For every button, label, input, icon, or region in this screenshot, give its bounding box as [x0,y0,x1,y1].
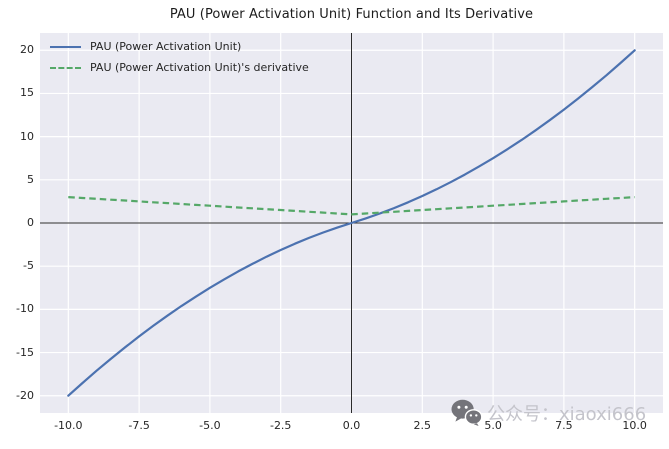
y-tick-label: -5 [23,259,34,273]
legend: PAU (Power Activation Unit) PAU (Power A… [50,39,309,75]
x-tick-label: -10.0 [54,419,83,432]
chart-title: PAU (Power Activation Unit) Function and… [169,7,534,22]
y-tick-label: 5 [27,172,34,186]
derivative-line-sample-icon [50,66,81,69]
x-tick-label: 5.0 [484,419,502,432]
y-tick-label: -20 [16,388,34,402]
legend-item-pau: PAU (Power Activation Unit) [50,39,309,54]
x-tick-label: 7.5 [555,419,573,432]
legend-label-pau: PAU (Power Activation Unit) [90,40,242,53]
pau-curve [67,49,636,397]
x-tick-label: 0.0 [342,419,361,432]
x-axis-tick-labels: -10.0 -7.5 -5.0 -2.5 0.0 2.5 5.0 7.5 10.0 [40,419,663,435]
y-tick-label: -10 [16,302,34,316]
legend-item-derivative: PAU (Power Activation Unit)'s derivative [50,60,309,75]
chart-canvas [40,33,663,413]
x-tick-label: -7.5 [128,419,150,432]
y-tick-label: -15 [16,345,34,359]
y-tick-label: 10 [20,129,34,143]
y-tick-label: 0 [27,216,34,229]
y-tick-label: 20 [20,43,34,57]
x-tick-label: -5.0 [199,419,221,432]
legend-label-derivative: PAU (Power Activation Unit)'s derivative [90,61,309,74]
x-tick-label: 10.0 [622,419,647,432]
plot-area: PAU (Power Activation Unit) PAU (Power A… [40,33,663,413]
x-tick-label: 2.5 [413,419,432,432]
derivative-curve [68,196,635,216]
y-tick-label: 15 [20,86,34,100]
x-tick-label: -2.5 [269,419,292,432]
y-axis-tick-labels: -20 -15 -10 -5 0 5 10 15 20 [0,33,34,413]
pau-line-sample-icon [50,45,81,48]
